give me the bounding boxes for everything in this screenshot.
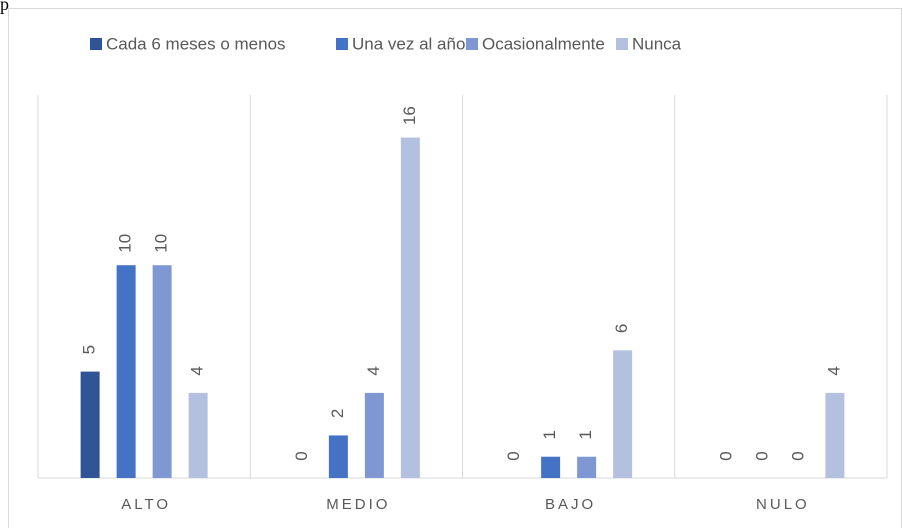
x-tick-label: NULO (756, 496, 810, 513)
chart-frame (8, 8, 902, 528)
x-tick-label: BAJO (545, 496, 596, 513)
bar (152, 265, 172, 478)
x-tick-label: MEDIO (326, 496, 390, 513)
data-label: 2 (328, 409, 347, 418)
bar (825, 392, 845, 478)
bar (541, 456, 561, 478)
data-label: 10 (152, 234, 171, 253)
data-label: 16 (400, 106, 419, 125)
data-label: 0 (788, 451, 807, 460)
legend-swatch (466, 38, 478, 50)
legend-label: Nunca (632, 34, 682, 53)
bar (400, 137, 420, 479)
data-label: 0 (716, 451, 735, 460)
data-label: 4 (824, 366, 843, 375)
legend-swatch (616, 38, 628, 50)
data-label: 4 (364, 366, 383, 375)
data-label: 4 (188, 366, 207, 375)
data-label: 6 (612, 324, 631, 333)
data-label: 0 (752, 451, 771, 460)
text-fragment: p (0, 0, 9, 14)
legend-label: Cada 6 meses o menos (106, 34, 286, 53)
data-label: 0 (292, 451, 311, 460)
data-label: 5 (80, 345, 99, 354)
bar (80, 371, 100, 478)
data-label: 1 (540, 430, 559, 439)
bar (116, 265, 136, 478)
x-tick-label: ALTO (121, 496, 171, 513)
legend-swatch (90, 38, 102, 50)
bar (188, 392, 208, 478)
bar (577, 456, 597, 478)
data-label: 0 (504, 451, 523, 460)
data-label: 1 (576, 430, 595, 439)
bar (364, 392, 384, 478)
data-label: 10 (116, 234, 135, 253)
legend-label: Una vez al año (352, 34, 465, 53)
legend-swatch (336, 38, 348, 50)
bar (328, 435, 348, 478)
legend-label: Ocasionalmente (482, 34, 605, 53)
bar (613, 350, 633, 478)
